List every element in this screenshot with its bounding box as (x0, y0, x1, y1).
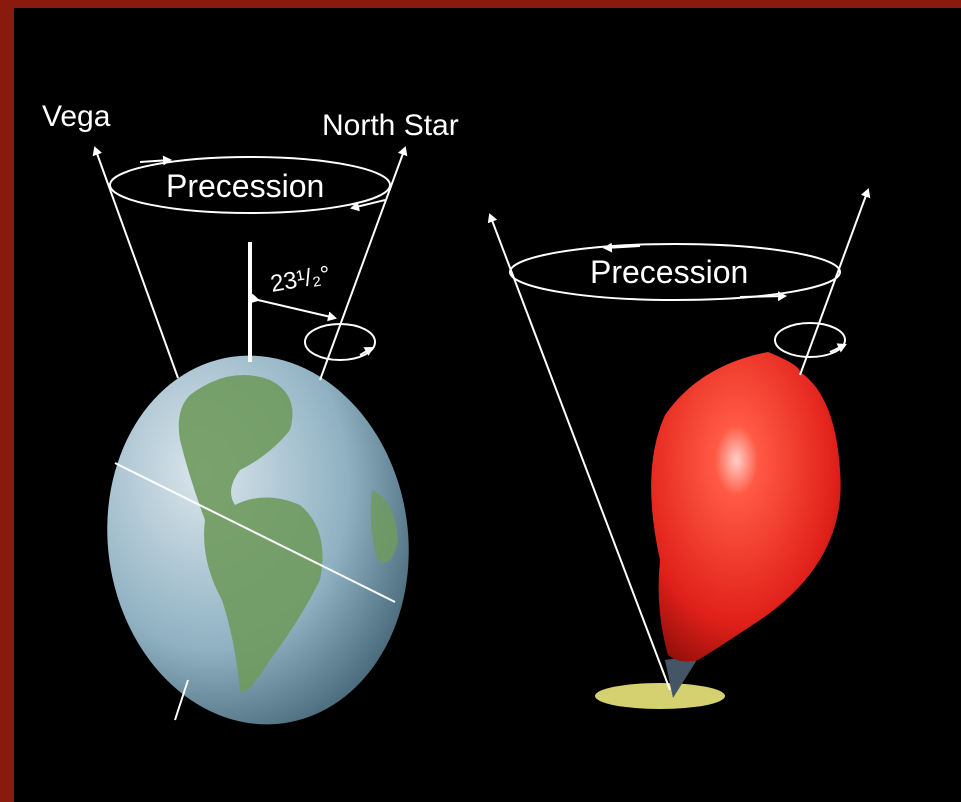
star-label: North Star (322, 109, 459, 142)
star-label: Vega (42, 100, 111, 133)
motion-label: Precession (590, 254, 748, 290)
page: Vega North Star Precession 23¹/₂° Preces… (0, 0, 961, 802)
diagram: Vega North Star Precession 23¹/₂° Preces… (0, 0, 961, 802)
motion-label: Precession (166, 168, 324, 204)
